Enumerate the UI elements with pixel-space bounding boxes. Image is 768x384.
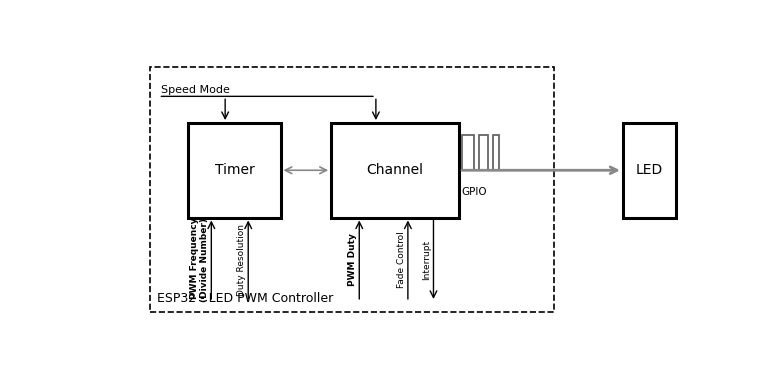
Text: Interrupt: Interrupt: [422, 240, 431, 280]
Text: Channel: Channel: [366, 163, 424, 177]
Text: GPIO: GPIO: [461, 187, 487, 197]
Text: ESP32 - LED PWM Controller: ESP32 - LED PWM Controller: [157, 292, 333, 305]
Text: Duty Resolution: Duty Resolution: [237, 224, 246, 296]
Bar: [331, 123, 459, 218]
Text: Speed Mode: Speed Mode: [161, 85, 230, 95]
Bar: [188, 123, 280, 218]
Text: PWM Duty: PWM Duty: [348, 233, 357, 286]
Text: Timer: Timer: [214, 163, 254, 177]
Text: PWM Frequency
(Divide Number): PWM Frequency (Divide Number): [190, 218, 209, 302]
Text: Fade Control: Fade Control: [396, 231, 406, 288]
Text: LED: LED: [636, 163, 663, 177]
Bar: [623, 123, 677, 218]
Bar: [150, 67, 554, 312]
